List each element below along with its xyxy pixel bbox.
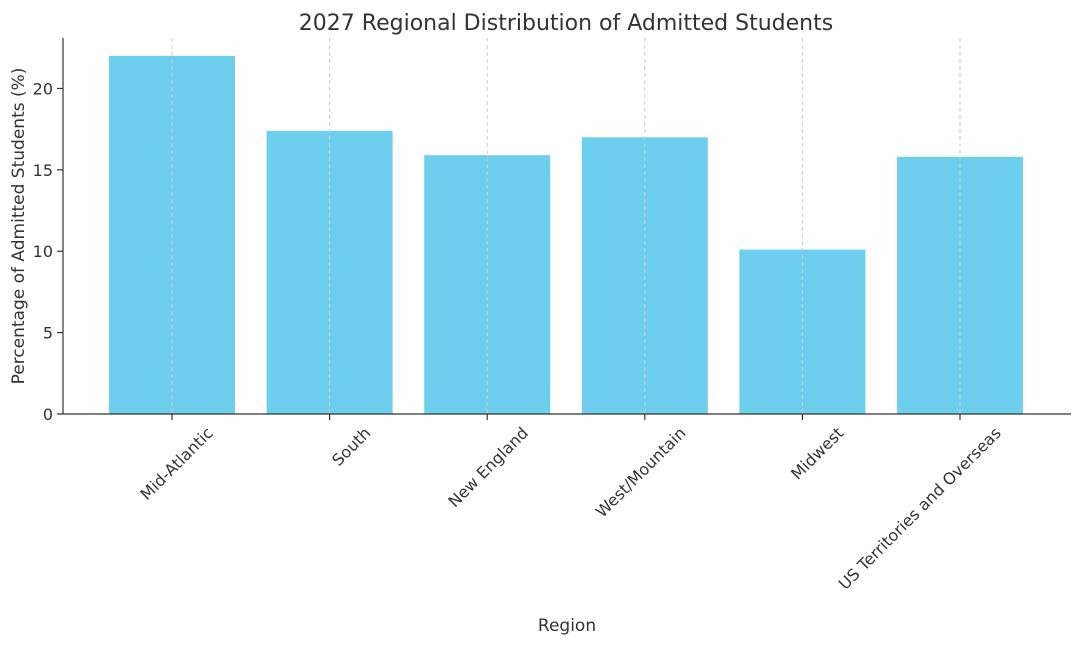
x-tick-label: Midwest (787, 423, 847, 483)
y-tick-label: 15 (33, 161, 53, 180)
x-tick-label: Mid-Atlantic (136, 423, 216, 503)
y-tick-label: 0 (43, 405, 53, 424)
y-tick-label: 5 (43, 324, 53, 343)
y-tick-label: 10 (33, 242, 53, 261)
x-tick-label: US Territories and Overseas (835, 423, 1005, 593)
axes (62, 38, 1071, 415)
bars (109, 55, 1023, 415)
x-axis-label: Region (538, 616, 596, 636)
x-ticks: Mid-Atlantic South New England West/Mountai… (136, 414, 1005, 593)
x-tick-label: West/Mountain (592, 423, 690, 521)
y-ticks: 0 5 10 15 20 (33, 79, 63, 424)
chart-title: 2027 Regional Distribution of Admitted S… (299, 11, 833, 36)
y-axis-label: Percentage of Admitted Students (%) (9, 68, 29, 385)
x-tick-label: New England (444, 423, 532, 511)
x-tick-label: South (328, 423, 374, 469)
y-tick-label: 20 (33, 79, 53, 98)
